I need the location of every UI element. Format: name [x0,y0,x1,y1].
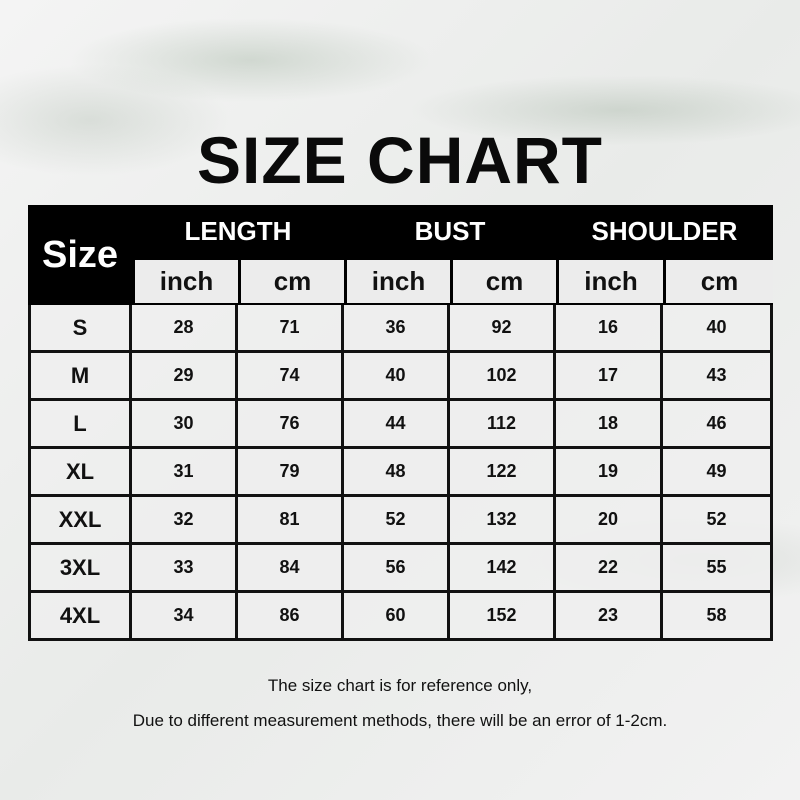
group-header-bust: BUST [414,216,486,246]
size-column-header: Size [41,233,119,276]
table-row: XL 31 79 48 122 19 49 [28,449,773,497]
table-row: 3XL 33 84 56 142 22 55 [28,545,773,593]
measurement-cell: 22 [556,545,663,593]
measurement-cell: 56 [344,545,450,593]
measurement-cell: 19 [556,449,663,497]
measurement-cell: 58 [663,593,773,641]
size-label: XL [28,449,132,497]
unit-header: inch [135,260,238,303]
table-header: Size LENGTH BUST SHOULDER inch cm inch cm inch c… [28,205,773,305]
measurement-cell: 122 [450,449,556,497]
measurement-cell: 36 [344,305,450,353]
size-table: Size LENGTH BUST SHOULDER inch cm inch cm inch c… [28,205,773,641]
measurement-cell: 31 [132,449,238,497]
measurement-cell: 20 [556,497,663,545]
group-header-shoulder: SHOULDER [591,216,738,246]
measurement-cell: 16 [556,305,663,353]
table-row: XXL 32 81 52 132 20 52 [28,497,773,545]
unit-header: inch [347,260,450,303]
measurement-cell: 76 [238,401,344,449]
measurement-cell: 74 [238,353,344,401]
size-label: 4XL [28,593,132,641]
measurement-cell: 86 [238,593,344,641]
table-row: S 28 71 36 92 16 40 [28,305,773,353]
measurement-cell: 28 [132,305,238,353]
measurement-cell: 152 [450,593,556,641]
measurement-cell: 81 [238,497,344,545]
measurement-cell: 33 [132,545,238,593]
measurement-cell: 52 [663,497,773,545]
measurement-cell: 44 [344,401,450,449]
measurement-cell: 40 [663,305,773,353]
group-header-length: LENGTH [184,216,292,246]
measurement-cell: 29 [132,353,238,401]
unit-header: inch [559,260,663,303]
measurement-cell: 60 [344,593,450,641]
size-label: 3XL [28,545,132,593]
measurement-cell: 23 [556,593,663,641]
size-label: S [28,305,132,353]
measurement-cell: 49 [663,449,773,497]
unit-header: cm [241,260,344,303]
measurement-cell: 18 [556,401,663,449]
measurement-cell: 71 [238,305,344,353]
measurement-cell: 52 [344,497,450,545]
measurement-cell: 102 [450,353,556,401]
measurement-cell: 30 [132,401,238,449]
table-body: S 28 71 36 92 16 40 M 29 74 40 102 17 43 L 30 76 44 112 18 4… [28,305,773,641]
measurement-cell: 46 [663,401,773,449]
measurement-cell: 48 [344,449,450,497]
measurement-cell: 142 [450,545,556,593]
measurement-cell: 32 [132,497,238,545]
table-row: M 29 74 40 102 17 43 [28,353,773,401]
measurement-cell: 55 [663,545,773,593]
measurement-cell: 34 [132,593,238,641]
size-label: L [28,401,132,449]
note-error: Due to different measurement methods, th… [132,711,668,730]
unit-header: cm [453,260,556,303]
measurement-cell: 92 [450,305,556,353]
measurement-cell: 79 [238,449,344,497]
size-label: M [28,353,132,401]
page-title: SIZE CHART [197,123,603,197]
measurement-cell: 84 [238,545,344,593]
measurement-cell: 132 [450,497,556,545]
measurement-cell: 112 [450,401,556,449]
measurement-cell: 40 [344,353,450,401]
size-label: XXL [28,497,132,545]
measurement-cell: 17 [556,353,663,401]
unit-header: cm [666,260,773,303]
measurement-cell: 43 [663,353,773,401]
note-reference: The size chart is for reference only, [267,676,533,695]
table-row: 4XL 34 86 60 152 23 58 [28,593,773,641]
table-row: L 30 76 44 112 18 46 [28,401,773,449]
